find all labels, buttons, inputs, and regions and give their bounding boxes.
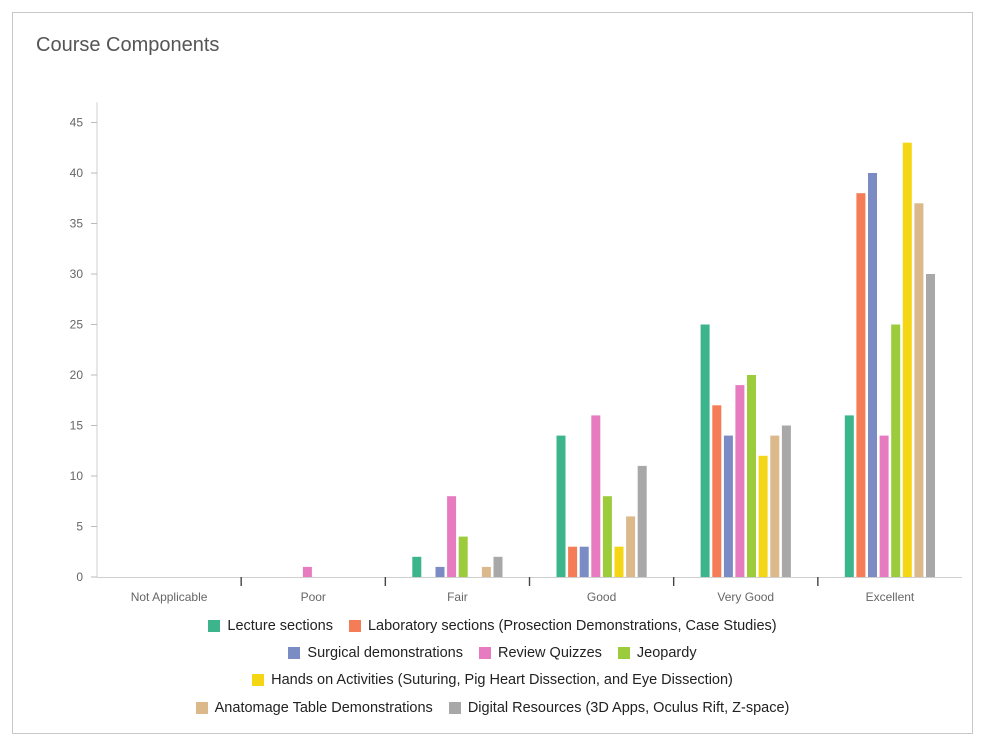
- bar: [556, 435, 566, 577]
- bar: [770, 435, 780, 577]
- legend-label: Surgical demonstrations: [307, 645, 463, 661]
- bar: [926, 274, 935, 577]
- bar: [712, 405, 722, 577]
- legend-row: Lecture sections Laboratory sections (Pro…: [0, 618, 985, 634]
- axes: 0 5 10 15 20 25 30 35 40 45 Not Applicable Poor Fair…: [70, 102, 962, 604]
- legend-item[interactable]: Surgical demonstrations: [288, 645, 463, 661]
- y-tick-label: 15: [70, 419, 84, 433]
- y-tick-label: 40: [70, 166, 84, 180]
- legend-row: Surgical demonstrations Review Quizzes Jeo…: [0, 645, 985, 661]
- bar: [879, 435, 889, 577]
- bars: [302, 142, 935, 578]
- bar: [868, 173, 877, 577]
- legend-item[interactable]: Lecture sections: [208, 618, 333, 634]
- y-tick-label: 5: [76, 520, 83, 534]
- legend-item[interactable]: Laboratory sections (Prosection Demonstr…: [348, 618, 777, 634]
- legend-item[interactable]: Jeopardy: [617, 645, 697, 661]
- legend-item[interactable]: Review Quizzes: [478, 645, 602, 661]
- bar: [579, 546, 589, 577]
- legend-swatch: [348, 620, 361, 632]
- bar: [856, 193, 866, 577]
- bar: [844, 415, 854, 577]
- chart-frame: [12, 12, 973, 734]
- chart-title: Course Components: [36, 34, 220, 56]
- bar: [735, 385, 745, 577]
- y-tick-label: 20: [70, 368, 84, 382]
- x-tick-label: Poor: [301, 590, 326, 604]
- y-tick-label: 0: [76, 570, 83, 584]
- legend-label: Digital Resources (3D Apps, Oculus Rift,…: [467, 700, 790, 716]
- bar: [747, 375, 756, 577]
- legend-item[interactable]: Hands on Activities (Suturing, Pig Heart…: [252, 672, 733, 688]
- bar: [914, 203, 924, 578]
- y-tick-label: 35: [70, 217, 84, 231]
- bar: [891, 324, 901, 577]
- bar: [602, 496, 612, 577]
- x-tick-label: Fair: [447, 590, 468, 604]
- legend-swatch: [208, 620, 221, 632]
- bar: [781, 425, 791, 577]
- bar: [758, 455, 768, 577]
- bar: [435, 566, 445, 577]
- bar: [412, 556, 422, 577]
- legend-label: Hands on Activities (Suturing, Pig Heart…: [271, 672, 733, 688]
- bar: [458, 536, 468, 577]
- legend-swatch: [448, 702, 461, 714]
- x-tick-label: Excellent: [866, 590, 915, 604]
- legend-label: Lecture sections: [227, 618, 333, 634]
- legend-label: Anatomage Table Demonstrations: [214, 700, 433, 716]
- legend-row: Hands on Activities (Suturing, Pig Heart…: [0, 672, 985, 688]
- legend-label: Laboratory sections (Prosection Demonstr…: [367, 618, 777, 634]
- bar: [568, 546, 578, 577]
- legend-item[interactable]: Digital Resources (3D Apps, Oculus Rift,…: [448, 700, 790, 716]
- legend-swatch: [617, 647, 630, 659]
- x-tick-label: Good: [587, 590, 616, 604]
- legend-label: Jeopardy: [636, 645, 697, 661]
- legend-item[interactable]: Anatomage Table Demonstrations: [195, 700, 433, 716]
- bar: [700, 324, 710, 577]
- legend-label: Review Quizzes: [497, 645, 602, 661]
- bar: [481, 566, 491, 577]
- legend-swatch: [195, 702, 208, 714]
- bar: [902, 142, 912, 577]
- y-tick-label: 25: [70, 318, 84, 332]
- y-tick-label: 45: [70, 116, 84, 130]
- legend-swatch: [288, 647, 301, 659]
- bar: [626, 516, 636, 577]
- bar: [591, 415, 601, 577]
- bar: [723, 435, 733, 577]
- y-tick-label: 30: [70, 267, 84, 281]
- legend-row: Anatomage Table Demonstrations Digital Re…: [0, 700, 985, 716]
- bar: [493, 556, 503, 577]
- bar: [302, 566, 312, 577]
- bar: [614, 546, 624, 577]
- x-tick-label: Not Applicable: [131, 590, 208, 604]
- bar: [637, 465, 647, 577]
- y-tick-label: 10: [70, 469, 84, 483]
- legend-swatch: [478, 647, 491, 659]
- bar: [447, 496, 457, 577]
- legend-swatch: [252, 674, 265, 686]
- x-tick-label: Very Good: [717, 590, 774, 604]
